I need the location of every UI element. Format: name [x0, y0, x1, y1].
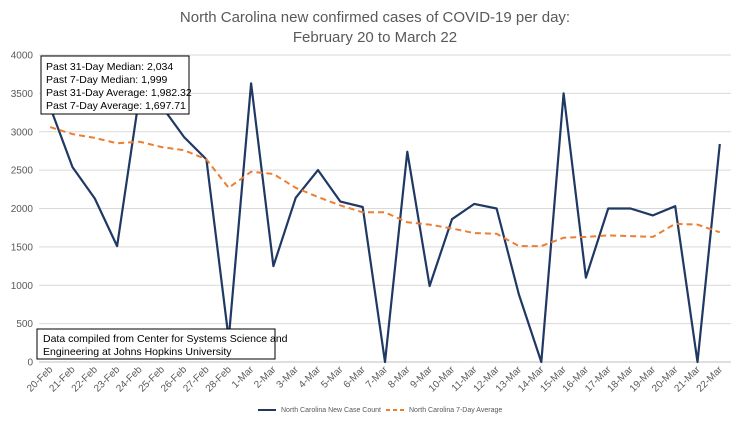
- x-axis-ticks: 20-Feb21-Feb22-Feb23-Feb24-Feb25-Feb26-F…: [25, 364, 725, 395]
- stats-line-4: Past 7-Day Average: 1,697.71: [46, 100, 186, 112]
- x-tick-label: 5-Mar: [319, 364, 346, 391]
- x-tick-label: 2-Mar: [252, 364, 279, 391]
- y-tick-label: 3000: [11, 127, 34, 138]
- y-tick-label: 1500: [11, 242, 34, 253]
- chart-title: North Carolina new confirmed cases of CO…: [180, 9, 570, 26]
- y-tick-label: 3500: [11, 89, 34, 100]
- x-tick-label: 8-Mar: [386, 364, 413, 391]
- y-tick-label: 4000: [11, 51, 34, 62]
- x-tick-label: 6-Mar: [342, 364, 369, 391]
- legend-label-new-cases: North Carolina New Case Count: [281, 407, 381, 414]
- series-lines: [49, 82, 721, 364]
- x-tick-label: 1-Mar: [230, 364, 257, 391]
- x-tick-label: 22-Mar: [695, 364, 726, 395]
- y-tick-label: 2000: [11, 204, 34, 215]
- gridlines: [39, 54, 731, 363]
- x-tick-label: 28-Feb: [204, 364, 234, 394]
- x-tick-label: 3-Mar: [275, 364, 302, 391]
- x-tick-label: 4-Mar: [297, 364, 324, 391]
- legend-label-7day-average: North Carolina 7-Day Average: [409, 407, 502, 414]
- stats-line-2: Past 7-Day Median: 1,999: [46, 74, 168, 86]
- x-tick-label: 7-Mar: [364, 364, 391, 391]
- stats-line-1: Past 31-Day Median: 2,034: [46, 61, 173, 73]
- y-tick-label: 0: [27, 358, 33, 369]
- source-box: Data compiled from Center for Systems Sc…: [36, 328, 288, 360]
- stats-line-3: Past 31-Day Average: 1,982.32: [46, 87, 192, 99]
- chart-subtitle: February 20 to March 22: [293, 29, 457, 46]
- series-line-7day-average: [49, 126, 721, 248]
- y-axis-ticks: 0 500 1000 1500 2000 2500 3000 3500 4000: [11, 51, 34, 369]
- y-tick-label: 1000: [11, 281, 34, 292]
- legend: North Carolina New Case Count North Caro…: [258, 407, 502, 414]
- series-line-new-cases: [49, 82, 721, 364]
- stats-box: Past 31-Day Median: 2,034 Past 7-Day Med…: [40, 55, 192, 115]
- source-line-2: Engineering at Johns Hopkins University: [43, 346, 232, 358]
- source-line-1: Data compiled from Center for Systems Sc…: [43, 333, 288, 345]
- y-tick-label: 500: [16, 319, 33, 330]
- y-tick-label: 2500: [11, 166, 34, 177]
